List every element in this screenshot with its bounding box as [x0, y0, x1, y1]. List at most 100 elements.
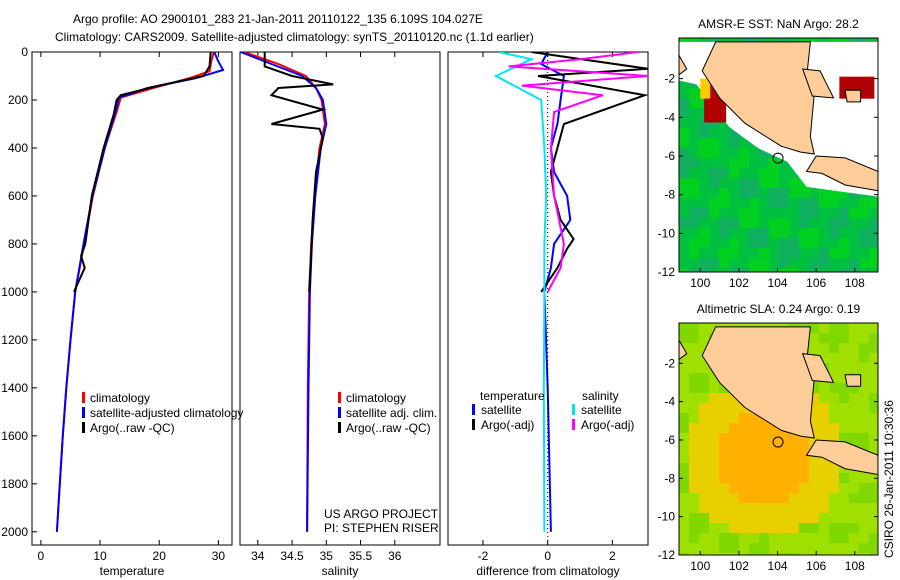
map-cell: [839, 208, 849, 218]
map-cell: [719, 148, 729, 158]
map-cell: [679, 523, 689, 533]
map-cell: [759, 533, 769, 543]
map-cell: [779, 433, 789, 443]
map-cell: [699, 268, 709, 272]
map-cell: [859, 403, 869, 413]
map-cell: [839, 268, 849, 272]
map-x-tick-label: 100: [690, 559, 710, 573]
map-cell: [729, 553, 739, 555]
map-cell: [679, 373, 689, 383]
map-cell: [849, 393, 859, 403]
map-cell: [869, 383, 878, 393]
map-cell: [709, 138, 719, 148]
map-cell: [789, 543, 799, 553]
map-cell: [839, 188, 849, 198]
map-cell: [759, 523, 769, 533]
series-line-climatology: [55, 52, 215, 532]
map-field: [679, 38, 878, 272]
map-cell: [859, 238, 869, 248]
map-cell: [749, 523, 759, 533]
map-cell: [869, 483, 878, 493]
map-cell: [809, 258, 819, 268]
map-cell: [719, 493, 729, 503]
map-cell: [839, 258, 849, 268]
map-cell: [789, 483, 799, 493]
map-cell: [869, 513, 878, 523]
map-cell: [859, 493, 869, 503]
map-cell: [849, 258, 859, 268]
map-cell: [869, 543, 878, 553]
x-tick-label: 34: [251, 549, 265, 563]
map-cell: [709, 433, 719, 443]
legend-label: Argo(..raw -QC): [346, 421, 431, 435]
map-cell: [779, 543, 789, 553]
map-cell: [769, 503, 779, 513]
map-cell: [789, 523, 799, 533]
map-cell: [819, 268, 829, 272]
map-cell: [729, 148, 739, 158]
map-cell: [829, 553, 839, 555]
map-cell: [699, 393, 709, 403]
map-cell: [689, 88, 699, 98]
map-cell: [769, 493, 779, 503]
map-cell: [769, 463, 779, 473]
map-cell: [719, 158, 729, 168]
map-cell: [679, 443, 689, 453]
map-cell: [769, 268, 779, 272]
map-cell: [709, 513, 719, 523]
map-cell: [749, 433, 759, 443]
bangka-land: [801, 353, 835, 384]
map-cell: [699, 443, 709, 453]
map-cell: [869, 218, 878, 228]
map-cell: [749, 463, 759, 473]
map-cell: [699, 118, 709, 128]
map-cell: [729, 258, 739, 268]
map-cell: [729, 188, 739, 198]
map-cell: [729, 493, 739, 503]
map-cell: [819, 503, 829, 513]
map-cell: [759, 473, 769, 483]
map-cell: [859, 343, 869, 353]
map-cell: [699, 413, 709, 423]
map-cell: [679, 228, 689, 238]
map-cell: [729, 423, 739, 433]
map-cell: [739, 453, 749, 463]
map-cell: [699, 473, 709, 483]
map-cell: [799, 258, 809, 268]
map-cell: [679, 553, 689, 555]
map-cell: [839, 198, 849, 208]
map-cell: [679, 268, 689, 272]
map-cell: [719, 138, 729, 148]
map-cell: [799, 198, 809, 208]
map-y-tick-label: -2: [664, 356, 675, 370]
java-land: [805, 439, 878, 475]
map-cell: [789, 473, 799, 483]
map-cell: [769, 228, 779, 238]
map-cell: [849, 333, 859, 343]
map-cell: [829, 238, 839, 248]
map-cell: [739, 443, 749, 453]
legend-swatch: [82, 407, 85, 418]
map-cell: [729, 453, 739, 463]
map-cell: [809, 423, 819, 433]
y-tick-label: 1000: [1, 285, 28, 299]
argo-location-marker: [772, 152, 784, 164]
map-cell: [859, 433, 869, 443]
map-cell: [679, 483, 689, 493]
legend-label: satellite: [481, 403, 522, 417]
map-cell: [679, 158, 689, 168]
map-cell: [809, 403, 819, 413]
map-cell: [849, 493, 859, 503]
map-cell: [689, 118, 699, 128]
map-cell: [859, 393, 869, 403]
map-cell: [779, 178, 789, 188]
map-y-tick-label: -2: [664, 72, 675, 86]
map-cell: [869, 248, 878, 258]
map-cell: [799, 503, 809, 513]
map-cell: [729, 208, 739, 218]
map-cell: [869, 363, 878, 373]
map-cell: [829, 333, 839, 343]
map-cell: [689, 208, 699, 218]
map-cell: [829, 248, 839, 258]
legend-swatch: [572, 404, 575, 415]
